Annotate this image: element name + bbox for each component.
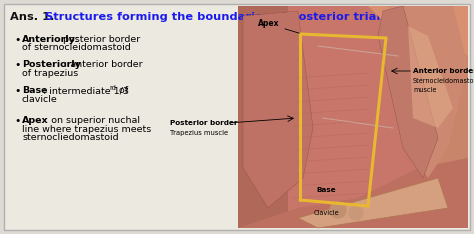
Polygon shape bbox=[378, 6, 438, 178]
Text: Posteriorly: Posteriorly bbox=[22, 60, 81, 69]
FancyBboxPatch shape bbox=[238, 6, 468, 228]
FancyBboxPatch shape bbox=[4, 4, 470, 230]
Text: of trapezius: of trapezius bbox=[22, 69, 78, 77]
Text: •: • bbox=[14, 60, 20, 70]
Text: Apex: Apex bbox=[258, 19, 300, 33]
Text: Trapezius muscle: Trapezius muscle bbox=[170, 130, 228, 136]
Text: Base: Base bbox=[22, 86, 47, 95]
Text: Anteriorly:: Anteriorly: bbox=[22, 35, 80, 44]
Polygon shape bbox=[243, 11, 313, 208]
Polygon shape bbox=[408, 26, 453, 128]
Text: rd: rd bbox=[109, 84, 116, 91]
Text: posterior border: posterior border bbox=[60, 35, 140, 44]
Polygon shape bbox=[238, 6, 308, 228]
Text: sternocliedomastoid: sternocliedomastoid bbox=[22, 133, 119, 142]
Circle shape bbox=[330, 202, 346, 218]
Text: •: • bbox=[14, 35, 20, 45]
Polygon shape bbox=[368, 6, 468, 56]
Text: : on superior nuchal: : on superior nuchal bbox=[42, 116, 140, 125]
Text: Base: Base bbox=[316, 187, 336, 193]
Text: of: of bbox=[116, 86, 128, 95]
Text: muscle: muscle bbox=[413, 87, 437, 93]
Polygon shape bbox=[238, 158, 468, 228]
Text: Anterior border: Anterior border bbox=[413, 68, 474, 74]
Text: Structures forming the boundaries of posterior triangle:: Structures forming the boundaries of pos… bbox=[45, 12, 409, 22]
Text: Clavicle: Clavicle bbox=[313, 210, 339, 216]
Text: •: • bbox=[14, 116, 20, 126]
Text: Apex: Apex bbox=[22, 116, 49, 125]
Polygon shape bbox=[288, 6, 428, 218]
Text: Posterior border: Posterior border bbox=[170, 120, 237, 126]
Polygon shape bbox=[388, 6, 468, 178]
Circle shape bbox=[349, 206, 363, 220]
Text: Ans. 1.: Ans. 1. bbox=[10, 12, 58, 22]
Text: Sternocleidomastoid: Sternocleidomastoid bbox=[413, 78, 474, 84]
Text: of sternocleidomastoid: of sternocleidomastoid bbox=[22, 44, 131, 52]
Text: clavicle: clavicle bbox=[22, 95, 58, 103]
Text: •: • bbox=[14, 86, 20, 96]
Polygon shape bbox=[298, 178, 448, 228]
Text: line where trapezius meets: line where trapezius meets bbox=[22, 124, 151, 134]
Text: : intermediate 1/3: : intermediate 1/3 bbox=[40, 86, 129, 95]
Text: : anterior border: : anterior border bbox=[64, 60, 143, 69]
